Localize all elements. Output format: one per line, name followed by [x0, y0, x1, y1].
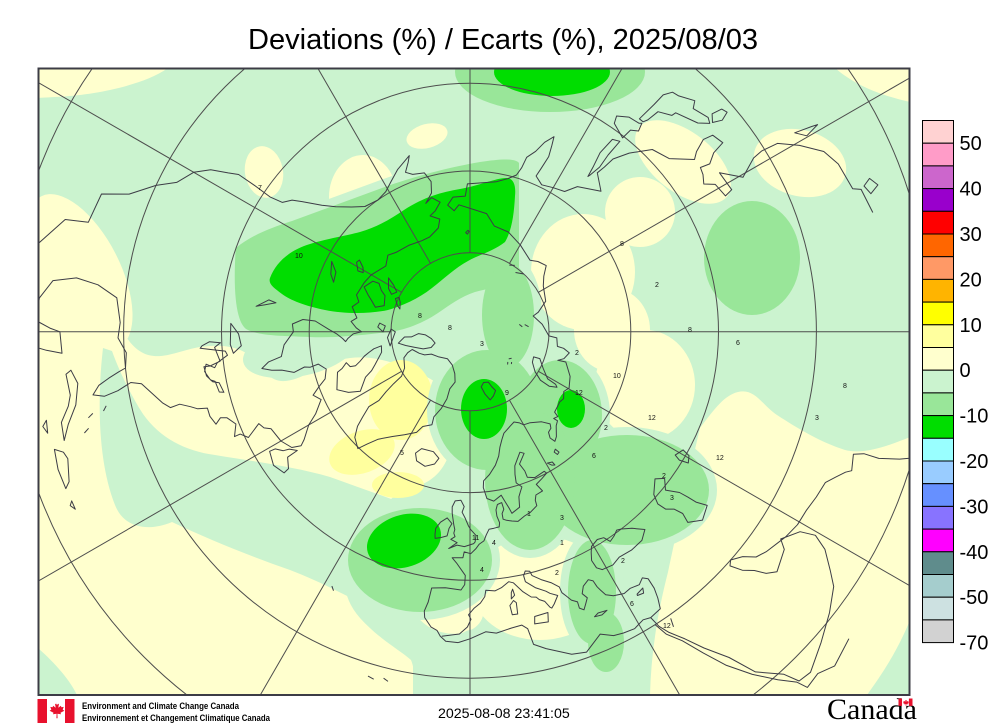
svg-text:10: 10: [295, 253, 303, 260]
svg-text:3: 3: [670, 495, 674, 502]
svg-text:-70: -70: [960, 633, 989, 655]
svg-text:4: 4: [492, 540, 496, 547]
svg-text:1: 1: [560, 540, 564, 547]
svg-text:0: 0: [960, 360, 971, 382]
svg-text:Environment and Climate Change: Environment and Climate Change Canada: [82, 701, 240, 712]
svg-text:Deviations (%) / Ecarts (%), 2: Deviations (%) / Ecarts (%), 2025/08/03: [248, 24, 758, 56]
svg-text:7: 7: [258, 185, 262, 192]
svg-text:10: 10: [613, 373, 621, 380]
svg-text:12: 12: [663, 623, 671, 630]
svg-text:11: 11: [472, 535, 479, 542]
svg-text:2: 2: [621, 558, 625, 565]
svg-text:9: 9: [505, 390, 509, 397]
svg-text:12: 12: [716, 455, 724, 462]
svg-text:2: 2: [655, 282, 659, 289]
svg-text:-10: -10: [960, 406, 989, 428]
svg-text:2025-08-08 23:41:05: 2025-08-08 23:41:05: [438, 706, 570, 722]
svg-text:3: 3: [815, 415, 819, 422]
svg-text:20: 20: [960, 269, 982, 291]
svg-text:3: 3: [560, 515, 564, 522]
svg-text:8: 8: [448, 325, 452, 332]
svg-text:8: 8: [843, 383, 847, 390]
svg-text:8: 8: [418, 313, 422, 320]
svg-text:1: 1: [527, 511, 531, 518]
svg-text:-30: -30: [960, 496, 989, 518]
svg-text:6: 6: [592, 453, 596, 460]
svg-text:30: 30: [960, 224, 982, 246]
svg-text:6: 6: [630, 601, 634, 608]
svg-text:3: 3: [480, 341, 484, 348]
svg-text:-50: -50: [960, 587, 989, 609]
svg-text:2: 2: [604, 425, 608, 432]
svg-text:8: 8: [688, 327, 692, 334]
svg-text:12: 12: [648, 415, 656, 422]
svg-text:2: 2: [555, 570, 559, 577]
svg-text:6: 6: [736, 340, 740, 347]
svg-text:40: 40: [960, 179, 982, 201]
svg-text:12: 12: [575, 390, 583, 397]
svg-text:2: 2: [575, 350, 579, 357]
svg-text:8: 8: [620, 241, 624, 248]
svg-text:-20: -20: [960, 451, 989, 473]
svg-text:-40: -40: [960, 542, 989, 564]
svg-text:2: 2: [662, 473, 666, 480]
svg-text:5: 5: [400, 450, 404, 457]
svg-text:Canada: Canada: [827, 693, 917, 726]
svg-text:10: 10: [960, 315, 982, 337]
svg-text:Environnement et Changement Cl: Environnement et Changement Climatique C…: [82, 713, 271, 724]
svg-text:50: 50: [960, 133, 982, 155]
svg-text:4: 4: [480, 567, 484, 574]
